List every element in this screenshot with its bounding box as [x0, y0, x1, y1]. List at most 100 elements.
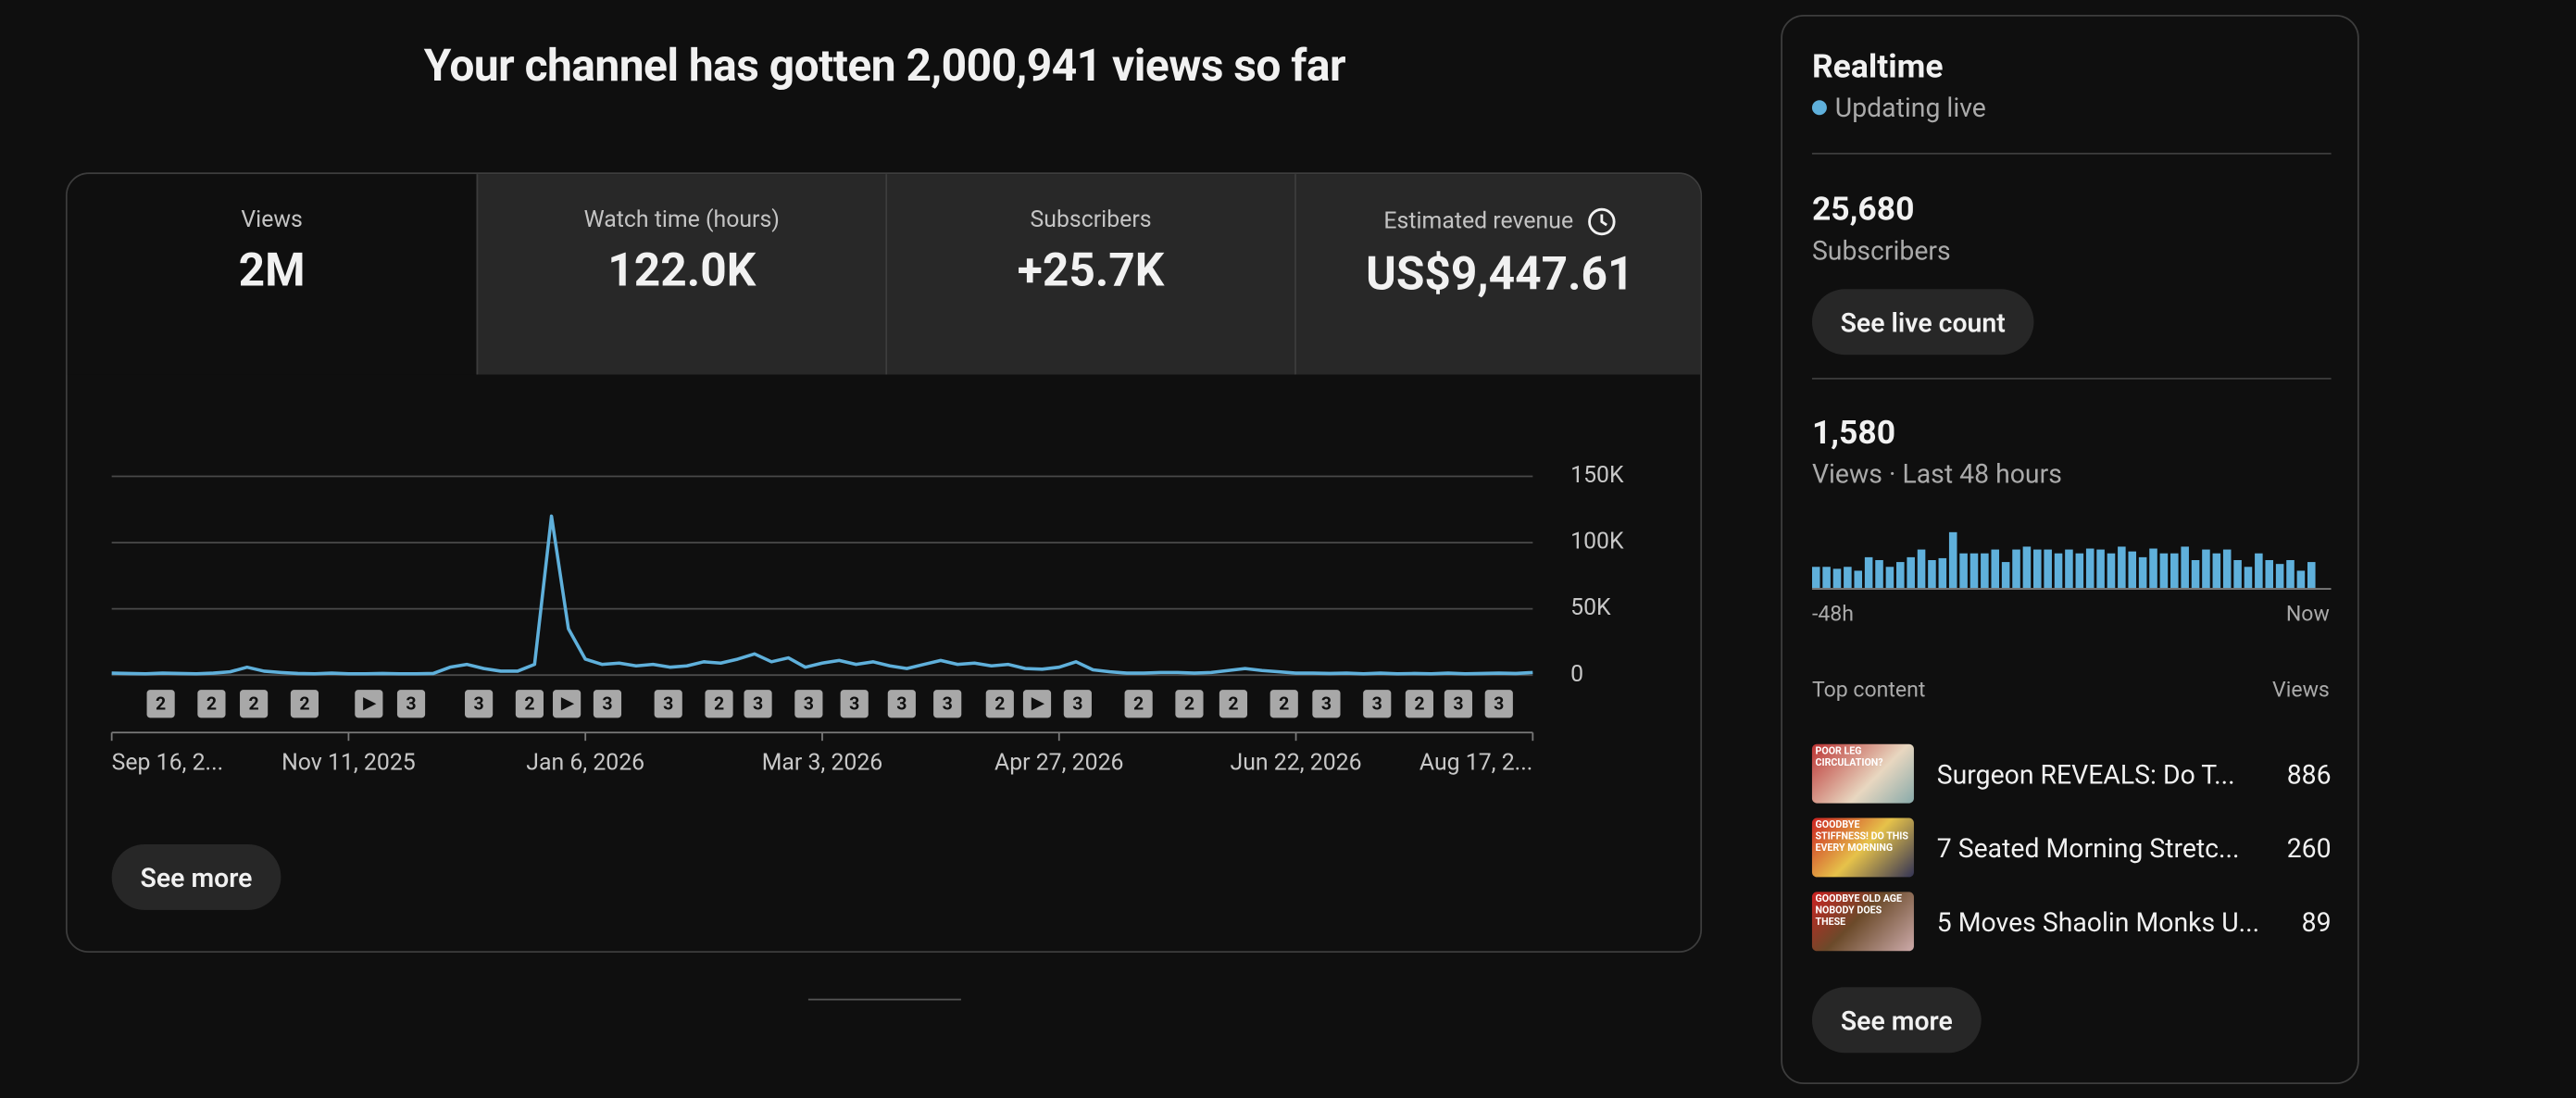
divider	[1811, 378, 2332, 380]
annotation-badge	[146, 690, 175, 718]
status-text: Updating live	[1834, 92, 1986, 124]
bar	[2307, 562, 2316, 589]
live-count-button[interactable]: See live count	[1811, 289, 2034, 356]
annotation-label: 3	[896, 692, 907, 714]
annotation-badge	[744, 690, 772, 718]
annotation-badge	[1219, 690, 1248, 718]
metric-label: Subscribers	[1030, 206, 1152, 233]
content-row[interactable]: GOODBYE OLD AGE NOBODY DOES THESE 5 Move…	[1811, 892, 2332, 952]
see-more-button[interactable]: See more	[111, 843, 281, 910]
bar	[1875, 560, 1883, 589]
bar	[2159, 553, 2169, 589]
x-tick-label: Jan 6, 2026	[526, 750, 644, 777]
views-count: 1,580	[1811, 412, 1896, 452]
bar	[2022, 546, 2032, 589]
thumbnail: POOR LEG CIRCULATION?	[1811, 743, 1914, 804]
bar	[2222, 549, 2232, 589]
annotation-badge	[197, 690, 226, 718]
bar	[1854, 570, 1863, 589]
bar	[2001, 562, 2010, 589]
annotation-label: 3	[1072, 692, 1082, 714]
y-tick-label: 0	[1570, 661, 1583, 688]
annotation-label: 3	[663, 692, 673, 714]
content-row[interactable]: GOODBYE STIFFNESS! DO THIS EVERY MORNING…	[1811, 817, 2332, 878]
bar	[1948, 531, 1957, 589]
metric-label: Estimated revenue	[1383, 208, 1574, 235]
views-label: Views · Last 48 hours	[1811, 458, 2062, 490]
bar	[2286, 560, 2295, 589]
bar	[2202, 549, 2210, 589]
annotation-label: 3	[1494, 692, 1504, 714]
clock-icon	[1587, 207, 1616, 236]
annotation-badge	[1175, 690, 1204, 718]
bar	[2275, 564, 2284, 589]
bar	[2054, 553, 2063, 589]
bar	[2212, 553, 2221, 589]
overview-card: Views 2M Watch time (hours) 122.0K Subsc…	[65, 172, 1703, 954]
bar	[2033, 549, 2042, 589]
annotation-badge	[290, 690, 319, 718]
metric-tab[interactable]: Watch time (hours) 122.0K	[476, 174, 886, 375]
bar	[2296, 570, 2306, 589]
annotation-label: 3	[753, 692, 763, 714]
metric-tab[interactable]: Estimated revenue US$9,447.61	[1294, 174, 1701, 375]
annotation-label: 3	[602, 692, 612, 714]
play-icon	[560, 697, 575, 711]
x-tick-label: Jun 22, 2026	[1231, 750, 1362, 777]
annotation-label: 2	[524, 692, 534, 714]
y-tick-label: 150K	[1570, 462, 1624, 489]
bar	[1844, 567, 1852, 589]
bar	[2044, 549, 2052, 589]
annotation-label: 3	[943, 692, 953, 714]
annotation-label: 2	[1279, 692, 1289, 714]
live-status: Updating live	[1811, 92, 1986, 124]
x-tick-label: Nov 11, 2025	[281, 750, 416, 777]
annotation-badge	[465, 690, 494, 718]
x-tick-label: Mar 3, 2026	[762, 750, 883, 777]
annotation-label: 2	[299, 692, 309, 714]
bar	[1885, 567, 1894, 589]
y-tick-label: 100K	[1570, 529, 1624, 555]
scroll-indicator	[807, 998, 961, 1001]
annotation-label: 3	[1372, 692, 1382, 714]
bar	[2096, 549, 2105, 589]
annotation-label: 3	[849, 692, 859, 714]
metric-tab[interactable]: Subscribers +25.7K	[885, 174, 1295, 375]
annotation-badge	[933, 690, 962, 718]
content-title: Surgeon REVEALS: Do T...	[1936, 757, 2235, 790]
bar	[2244, 567, 2253, 589]
bar	[2085, 548, 2095, 589]
bar	[1832, 568, 1842, 589]
x-tick-label: Aug 17, 2...	[1419, 750, 1532, 777]
bar	[1896, 562, 1905, 589]
content-row[interactable]: POOR LEG CIRCULATION? Surgeon REVEALS: D…	[1811, 743, 2332, 804]
bar	[2118, 546, 2126, 589]
bar	[2138, 556, 2147, 589]
views-header: Views	[2272, 678, 2330, 704]
bar	[1811, 567, 1820, 589]
views-line	[111, 514, 1533, 676]
annotation-badge	[593, 690, 622, 718]
thumbnail: GOODBYE STIFFNESS! DO THIS EVERY MORNING	[1811, 817, 1914, 878]
divider	[1811, 153, 2332, 155]
metric-label-row: Estimated revenue	[1296, 207, 1700, 237]
bar	[1938, 557, 1947, 589]
annotation-label: 2	[156, 692, 166, 714]
annotation-badge	[887, 690, 916, 718]
bar	[2191, 560, 2200, 589]
bar	[1864, 556, 1873, 589]
views-chart: 0 50K 100K 150K Sep 16, 2... Nov 11, 2025 Jan …	[110, 462, 1624, 777]
bar	[1991, 549, 2000, 589]
annotation-badge	[515, 690, 544, 718]
bar	[2012, 549, 2020, 589]
annotation-badge	[1312, 690, 1341, 718]
metric-tab[interactable]: Views 2M	[67, 174, 477, 375]
see-more-button[interactable]: See more	[1811, 987, 1982, 1054]
annotation-label: 2	[206, 692, 217, 714]
metric-label: Views	[241, 206, 303, 233]
subscriber-count: 25,680	[1811, 189, 1915, 229]
annotation-badge	[1063, 690, 1092, 718]
annotation-badge	[1405, 690, 1434, 718]
